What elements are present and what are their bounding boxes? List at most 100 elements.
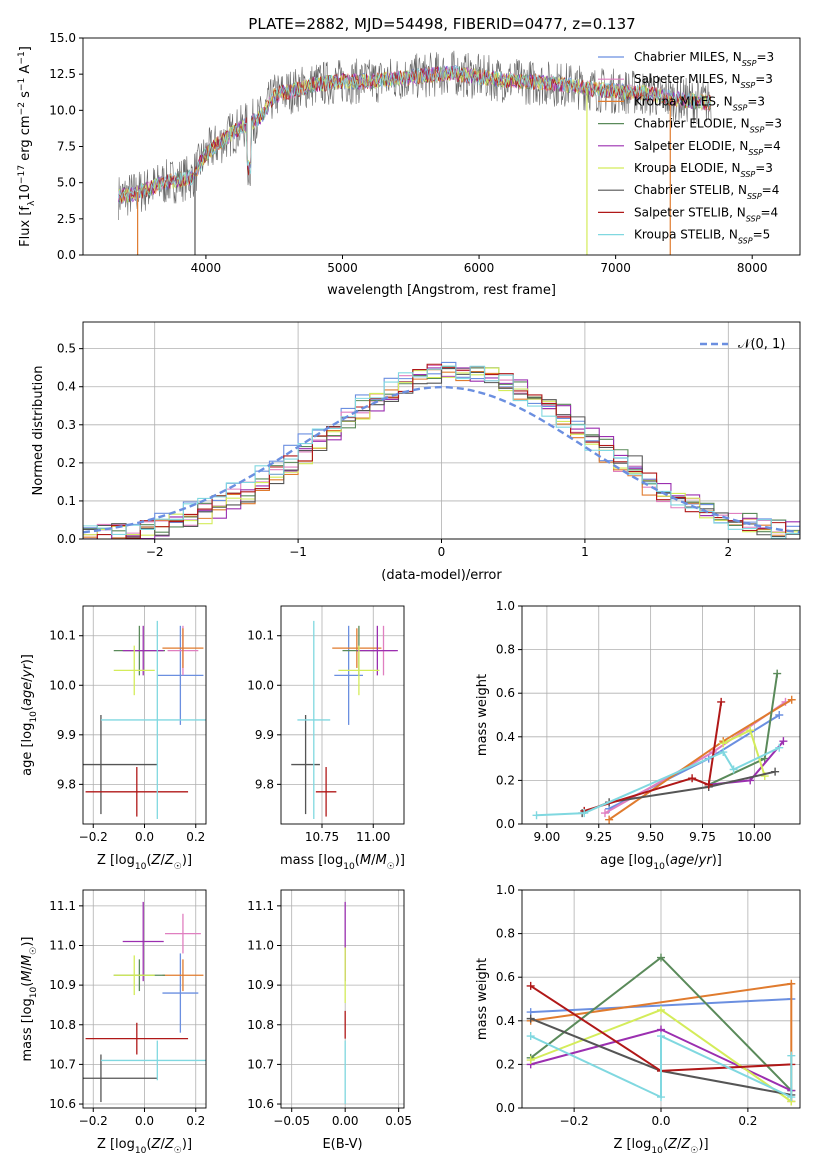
weight-lines bbox=[526, 953, 796, 1106]
panel-age-vs-mass: 10.75 11.00 9.8 9.9 10.0 10.1 mass [log10(M/M☉… bbox=[247, 605, 405, 872]
weight-marker bbox=[719, 739, 728, 748]
weight-marker bbox=[657, 953, 665, 962]
legend-label: Salpeter STELIB, NSSP=4 bbox=[634, 205, 778, 223]
x-tick-label: 0 bbox=[438, 545, 446, 559]
y-tick-label: 10.9 bbox=[49, 978, 76, 992]
weight-marker bbox=[688, 774, 697, 783]
legend-label: Chabrier MILES, NSSP=3 bbox=[634, 50, 774, 68]
x-tick-label: 0.2 bbox=[738, 1114, 757, 1128]
weight-marker bbox=[719, 748, 728, 757]
axes-frame bbox=[82, 605, 207, 825]
y-tick-label: 10.1 bbox=[247, 629, 274, 643]
weight-marker bbox=[771, 767, 780, 776]
legend-label: Salpeter MILES, NSSP=3 bbox=[634, 72, 773, 90]
weight-marker bbox=[779, 737, 788, 746]
x-axis-label: mass [log10(M/M☉)] bbox=[280, 853, 405, 872]
weight-marker bbox=[657, 1093, 665, 1102]
weight-marker bbox=[526, 981, 535, 990]
y-axis-label: Normed distribution bbox=[31, 366, 46, 496]
normal-curve bbox=[83, 385, 800, 534]
y-tick-label: 9.9 bbox=[255, 728, 274, 742]
errorbars bbox=[291, 620, 398, 820]
weight-marker bbox=[729, 765, 738, 774]
x-tick-label: 11.00 bbox=[356, 830, 390, 844]
x-axis-label: E(B-V) bbox=[322, 1137, 362, 1152]
plot-area bbox=[526, 953, 796, 1106]
y-tick-label: 2.5 bbox=[57, 212, 76, 226]
x-tick-label: 0.2 bbox=[186, 1114, 205, 1128]
axes-frame bbox=[82, 889, 207, 1109]
y-tick-label: 0.2 bbox=[496, 773, 515, 787]
y-tick-label: 0.2 bbox=[57, 456, 76, 470]
spectrum-line bbox=[118, 50, 712, 221]
y-tick-label: 5.0 bbox=[57, 176, 76, 190]
weight-lines bbox=[532, 669, 796, 824]
panel-spectrum: 4000 5000 6000 7000 8000 0.0 2.5 5.0 7.5 10.0 12.5… bbox=[17, 31, 801, 298]
x-tick-label: 9.25 bbox=[585, 830, 612, 844]
y-tick-label: 10.7 bbox=[247, 1057, 274, 1071]
x-tick-label: 9.50 bbox=[637, 830, 664, 844]
x-axis-label: age [log10(age/yr)] bbox=[600, 853, 722, 872]
y-tick-label: 0.0 bbox=[496, 817, 515, 831]
plot-area bbox=[83, 620, 206, 820]
y-tick-label: 10.0 bbox=[247, 678, 274, 692]
plot-area bbox=[118, 50, 712, 255]
y-tick-label: 9.8 bbox=[255, 777, 274, 791]
x-tick-label: −0.2 bbox=[79, 1114, 108, 1128]
y-tick-label: 0.0 bbox=[496, 1101, 515, 1115]
y-tick-label: 9.9 bbox=[57, 728, 76, 742]
x-tick-label: 6000 bbox=[464, 261, 495, 275]
plot-area bbox=[83, 901, 206, 1103]
y-tick-label: 0.0 bbox=[57, 532, 76, 546]
y-tick-label: 10.0 bbox=[49, 103, 76, 117]
weight-series bbox=[583, 701, 723, 812]
weight-marker bbox=[773, 669, 782, 678]
weight-marker bbox=[787, 1051, 796, 1060]
spectrum-lines bbox=[118, 50, 712, 255]
weight-marker bbox=[605, 815, 614, 824]
y-axis-label: Flux [fλ10−17 erg cm−2 s−1 A−1] bbox=[17, 46, 37, 247]
x-tick-label: 8000 bbox=[737, 261, 768, 275]
y-tick-label: 15.0 bbox=[49, 31, 76, 45]
weight-marker bbox=[532, 811, 541, 820]
weight-marker bbox=[600, 809, 609, 818]
x-axis-label: (data-model)/error bbox=[381, 568, 502, 583]
x-tick-label: 2 bbox=[724, 545, 732, 559]
y-tick-label: 10.8 bbox=[49, 1018, 76, 1032]
spectrum-line bbox=[118, 65, 712, 202]
x-tick-label: 10.75 bbox=[305, 830, 339, 844]
spectrum-line bbox=[118, 65, 711, 204]
y-tick-label: 11.0 bbox=[247, 938, 274, 952]
errorbars bbox=[83, 901, 206, 1103]
weight-marker bbox=[787, 695, 796, 704]
weight-marker bbox=[526, 1014, 535, 1023]
x-tick-label: 1 bbox=[581, 545, 589, 559]
y-axis-label: mass weight bbox=[475, 674, 490, 756]
histogram-series bbox=[83, 363, 800, 539]
weight-marker bbox=[775, 743, 784, 752]
weight-marker bbox=[580, 809, 589, 818]
legend-label: Chabrier ELODIE, NSSP=3 bbox=[634, 117, 782, 135]
y-tick-label: 10.1 bbox=[49, 629, 76, 643]
x-tick-label: −0.2 bbox=[79, 830, 108, 844]
panel-weight-vs-age: 9.00 9.25 9.50 9.75 10.00 0.0 0.2 0.4 0.6 0.8 1.0 m… bbox=[475, 599, 801, 872]
y-axis-label: age [log10(age/yr)] bbox=[20, 654, 39, 776]
weight-marker bbox=[775, 711, 784, 719]
axes-frame bbox=[82, 37, 801, 256]
weight-marker bbox=[787, 979, 796, 988]
panel-weight-vs-Z: −0.2 0.0 0.2 0.0 0.2 0.4 0.6 0.8 1.0 mass weight Z… bbox=[475, 883, 801, 1156]
y-tick-label: 12.5 bbox=[49, 67, 76, 81]
y-tick-label: 10.6 bbox=[49, 1097, 76, 1111]
y-tick-label: 0.8 bbox=[496, 643, 515, 657]
x-axis-label: Z [log10(Z/Z☉)] bbox=[97, 1137, 192, 1156]
x-axis-label: Z [log10(Z/Z☉)] bbox=[613, 1137, 708, 1156]
axes-frame bbox=[280, 889, 405, 1109]
y-tick-label: 0.8 bbox=[496, 927, 515, 941]
y-axis-label: mass [log10(M/M☉)] bbox=[20, 937, 39, 1062]
y-tick-label: 10.0 bbox=[49, 678, 76, 692]
panel-mass-vs-EBV: −0.05 0.00 0.05 10.6 10.7 10.8 10.9 11.0 11.1 E(B… bbox=[247, 889, 412, 1152]
x-axis-label: Z [log10(Z/Z☉)] bbox=[97, 853, 192, 872]
panel-residuals: −2 −1 0 1 2 0.0 0.1 0.2 0.3 0.4 0.5 𝒩(0, 1) (data-mo… bbox=[31, 321, 801, 583]
plot-area bbox=[83, 361, 800, 539]
